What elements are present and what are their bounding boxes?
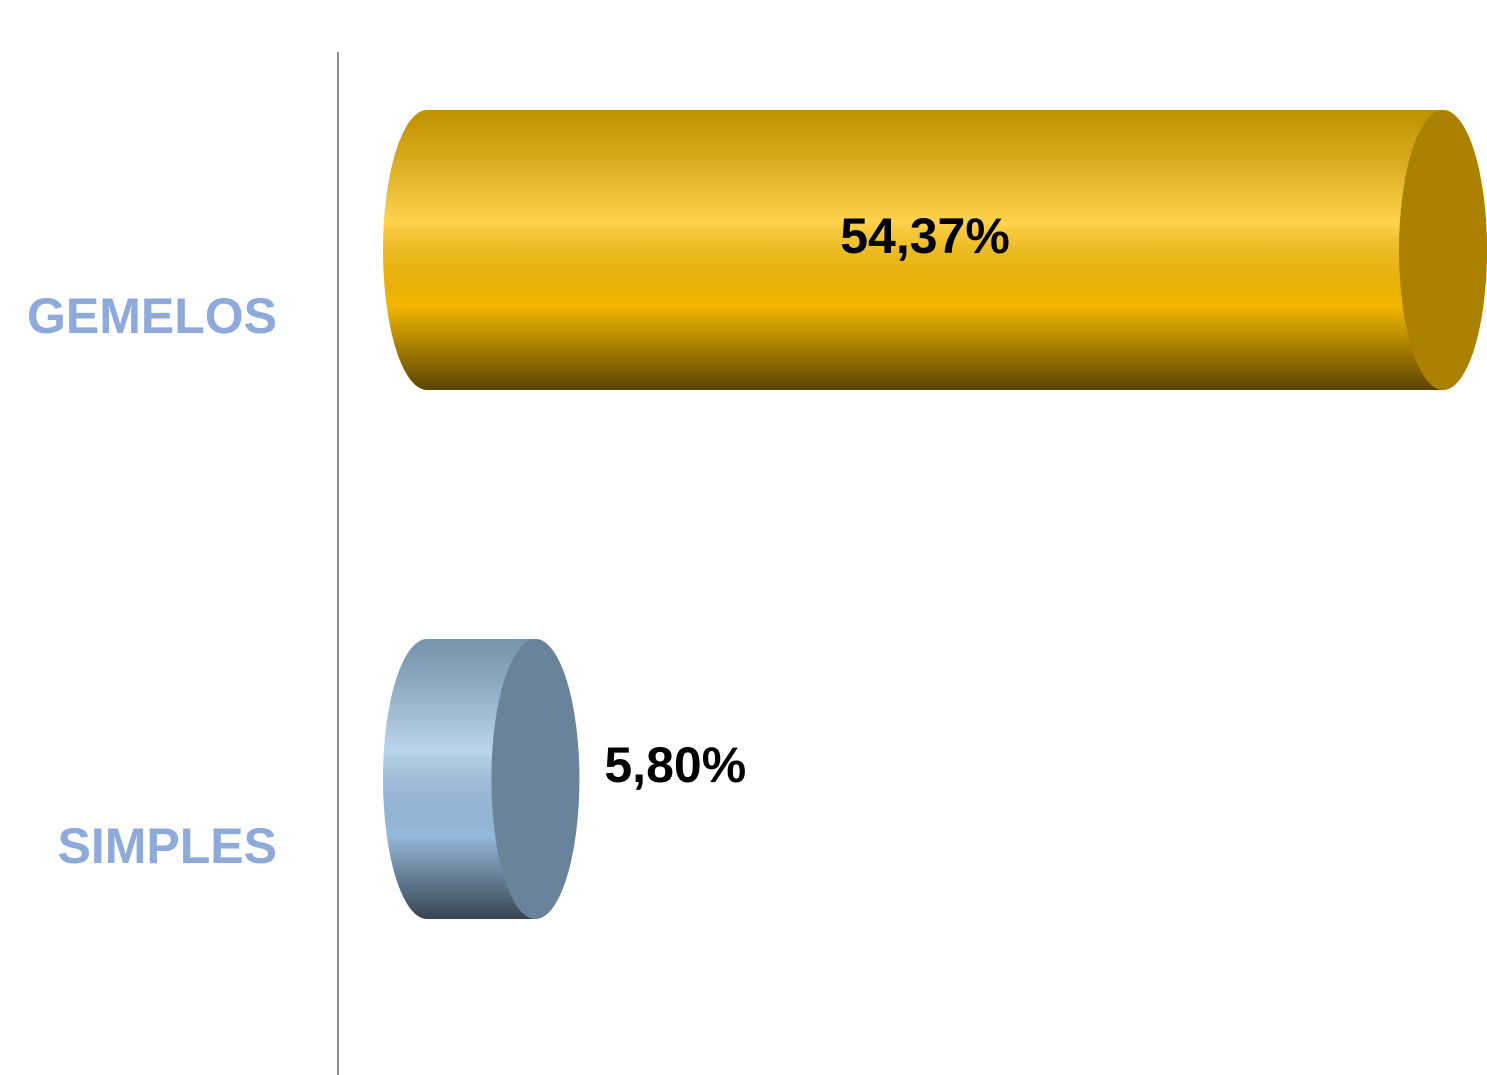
bar-cap-shading	[491, 639, 580, 919]
bar	[383, 639, 580, 919]
value-label: 54,37%	[840, 208, 1010, 264]
value-label: 5,80%	[604, 737, 746, 793]
bar-shading	[383, 110, 1487, 390]
bar	[383, 110, 1487, 390]
bar-cap	[491, 639, 580, 919]
category-label: SIMPLES	[58, 818, 277, 874]
category-label: GEMELOS	[27, 288, 277, 344]
bar-cap	[1399, 110, 1487, 390]
bar-cap-shading	[1399, 110, 1487, 390]
